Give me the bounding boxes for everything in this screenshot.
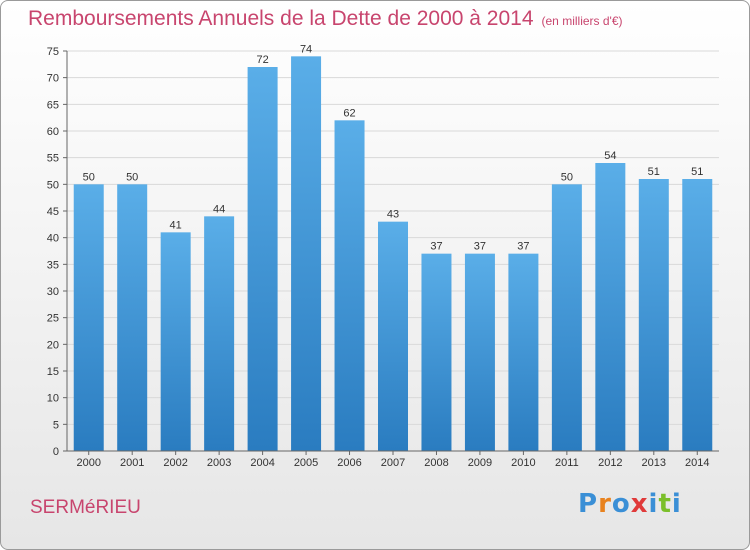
y-tick-label: 10 <box>47 393 59 405</box>
y-tick-label: 0 <box>53 446 59 458</box>
x-tick-label: 2002 <box>163 457 187 469</box>
bar <box>421 253 452 451</box>
x-tick-label: 2013 <box>642 457 666 469</box>
x-tick-label: 2001 <box>120 457 144 469</box>
x-tick-label: 2008 <box>424 457 448 469</box>
brand-letter: x <box>630 489 649 519</box>
bar <box>638 179 669 451</box>
bar-value-label: 50 <box>126 171 138 183</box>
x-tick-label: 2000 <box>76 457 100 469</box>
bar-value-label: 54 <box>604 150 616 162</box>
y-tick-label: 20 <box>47 339 59 351</box>
bar <box>334 120 365 451</box>
bar-value-label: 37 <box>517 241 529 253</box>
bar <box>160 232 191 451</box>
bar <box>682 179 713 451</box>
bar <box>595 163 626 451</box>
bar <box>204 216 235 451</box>
chart-title: Remboursements Annuels de la Dette de 20… <box>28 7 623 31</box>
brand-logo: Proxiti <box>578 489 682 519</box>
x-tick-label: 2007 <box>381 457 405 469</box>
y-tick-label: 60 <box>47 126 59 138</box>
bar-value-label: 51 <box>648 166 660 178</box>
x-tick-label: 2009 <box>468 457 492 469</box>
x-tick-label: 2003 <box>207 457 231 469</box>
bar <box>117 184 148 452</box>
bars: 50 50 41 44 72 74 62 43 37 37 37 50 54 51 51 <box>73 43 713 452</box>
bar <box>508 253 539 451</box>
y-tick-label: 70 <box>47 73 59 85</box>
bar <box>551 184 582 452</box>
y-tick-label: 5 <box>53 419 59 431</box>
bar-value-label: 72 <box>256 54 268 66</box>
bar-value-label: 37 <box>474 241 486 253</box>
bar <box>464 253 495 451</box>
y-tick-label: 25 <box>47 313 59 325</box>
y-tick-label: 50 <box>47 179 59 191</box>
x-tick-label: 2006 <box>337 457 361 469</box>
bar-value-label: 50 <box>83 171 95 183</box>
bar <box>247 67 278 451</box>
bar-value-label: 51 <box>691 166 703 178</box>
bar-value-label: 41 <box>170 219 182 231</box>
brand-letter: o <box>611 489 631 519</box>
y-tick-label: 45 <box>47 206 59 218</box>
x-tick-label: 2012 <box>598 457 622 469</box>
bar-value-label: 62 <box>343 107 355 119</box>
brand-letter: i <box>671 489 682 519</box>
x-tick-label: 2011 <box>555 457 579 469</box>
y-tick-label: 15 <box>47 366 59 378</box>
x-tick-label: 2005 <box>294 457 318 469</box>
y-tick-label: 65 <box>47 99 59 111</box>
bar-value-label: 37 <box>430 241 442 253</box>
title-text: Remboursements Annuels de la Dette de 20… <box>28 7 534 30</box>
y-tick-label: 35 <box>47 259 59 271</box>
bar <box>378 221 408 451</box>
brand-letter: i <box>648 489 659 519</box>
bar-value-label: 74 <box>300 43 312 55</box>
brand-letter: t <box>658 489 672 519</box>
x-tick-label: 2014 <box>685 457 709 469</box>
title-unit: (en milliers d'€) <box>541 14 623 28</box>
bar-value-label: 44 <box>213 203 225 215</box>
axes: 0 5 10 15 20 25 30 35 40 45 50 55 60 65 70 75 2000 2001 20… <box>47 46 719 469</box>
y-tick-label: 75 <box>47 46 59 58</box>
y-tick-label: 55 <box>47 153 59 165</box>
x-tick-label: 2010 <box>511 457 535 469</box>
brand-letter: P <box>578 489 599 519</box>
x-tick-label: 2004 <box>250 457 274 469</box>
bar-value-label: 43 <box>387 209 399 221</box>
town-name: SERMéRIEU <box>30 497 141 518</box>
bar <box>73 184 104 452</box>
y-tick-label: 40 <box>47 233 59 245</box>
bar <box>291 56 322 451</box>
bar-value-label: 50 <box>561 171 573 183</box>
y-tick-label: 30 <box>47 286 59 298</box>
brand-letter: r <box>598 489 612 519</box>
